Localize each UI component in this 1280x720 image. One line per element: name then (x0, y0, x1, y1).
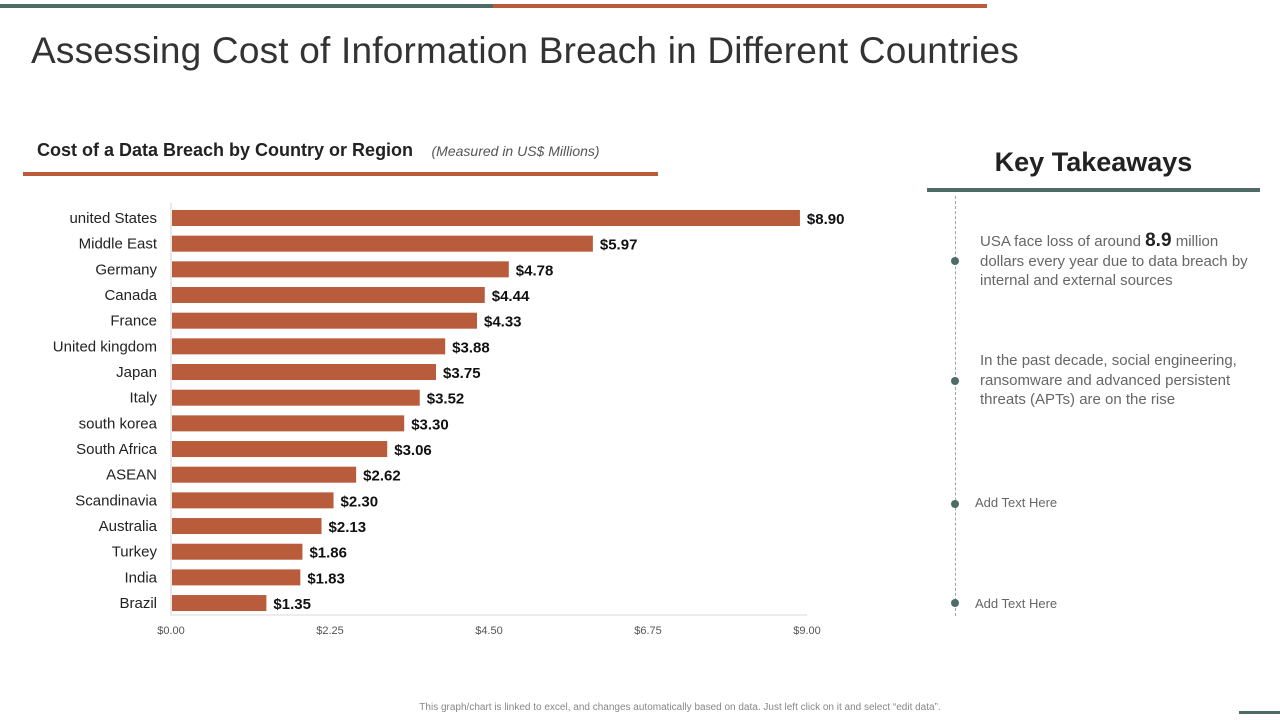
x-tick-label-1: $2.25 (316, 625, 344, 637)
chart-subtitle: (Measured in US$ Millions) (431, 143, 600, 159)
timeline-dot-2 (951, 377, 959, 385)
takeaway-4: Add Text Here (975, 596, 1058, 611)
value-label-france: $4.33 (484, 314, 522, 331)
category-label-germany: Germany (95, 261, 157, 278)
bar-india (172, 569, 301, 586)
value-label-japan: $3.75 (443, 365, 481, 382)
bar-france (172, 312, 477, 329)
timeline-line (955, 196, 956, 616)
value-label-germany: $4.78 (516, 262, 554, 279)
bar-united-kingdom (172, 338, 446, 355)
top-accent-bar-orange (493, 4, 987, 8)
bar-south-korea (172, 415, 405, 432)
value-label-united-kingdom: $3.88 (452, 339, 490, 356)
category-label-middle-east: Middle East (79, 236, 158, 253)
bar-australia (172, 518, 322, 535)
bar-chart: united States $8.90 Middle East $5.97 German… (53, 203, 845, 637)
chart-header: Cost of a Data Breach by Country or Regi… (37, 140, 662, 168)
value-label-india: $1.83 (307, 570, 345, 587)
timeline-dot-4 (951, 599, 959, 607)
value-label-south-korea: $3.30 (411, 416, 449, 433)
timeline-dot-1 (951, 257, 959, 265)
category-label-scandinavia: Scandinavia (75, 492, 157, 509)
x-tick-label-4: $9.00 (793, 625, 821, 637)
bar-brazil (172, 595, 267, 612)
category-label-france: France (110, 313, 157, 330)
bar-south-africa (172, 441, 388, 458)
value-label-united-states: $8.90 (807, 211, 845, 228)
category-label-australia: Australia (99, 518, 158, 535)
takeaway-1-prefix: USA face loss of around (980, 233, 1146, 250)
page-title: Assessing Cost of Information Breach in … (31, 30, 1019, 71)
timeline-dot-3 (951, 500, 959, 508)
category-label-india: India (124, 569, 157, 586)
footnote: This graph/chart is linked to excel, and… (419, 702, 941, 713)
category-label-asean: ASEAN (106, 467, 157, 484)
value-label-south-africa: $3.06 (394, 442, 432, 459)
bar-middle-east (172, 235, 593, 252)
x-tick-label-3: $6.75 (634, 625, 662, 637)
bar-asean (172, 466, 357, 483)
value-label-italy: $3.52 (427, 391, 465, 408)
value-label-australia: $2.13 (329, 519, 367, 536)
category-label-brazil: Brazil (119, 595, 157, 612)
bar-united-states (172, 210, 800, 226)
takeaway-2: In the past decade, social engineering, … (980, 352, 1237, 408)
bar-canada (172, 287, 485, 304)
value-label-middle-east: $5.97 (600, 237, 638, 254)
bottom-accent-bar (1239, 711, 1280, 714)
value-label-turkey: $1.86 (309, 545, 347, 562)
takeaway-3: Add Text Here (975, 495, 1058, 510)
category-label-italy: Italy (129, 390, 157, 407)
bar-japan (172, 364, 436, 381)
category-label-south-korea: south korea (79, 415, 158, 432)
takeaway-1-highlight: 8.9 (1145, 230, 1172, 251)
bar-italy (172, 389, 420, 406)
value-label-canada: $4.44 (492, 288, 530, 305)
category-label-canada: Canada (104, 287, 157, 304)
takeaway-1-suffix: million dollars every year due to data b… (980, 233, 1248, 289)
x-tick-label-0: $0.00 (157, 625, 185, 637)
x-tick-label-2: $4.50 (475, 625, 503, 637)
category-label-japan: Japan (116, 364, 157, 381)
takeaway-1: USA face loss of around 8.9 million doll… (980, 231, 1260, 291)
bar-germany (172, 261, 509, 278)
value-label-brazil: $1.35 (273, 596, 311, 613)
bar-scandinavia (172, 492, 334, 509)
value-label-scandinavia: $2.30 (341, 493, 379, 510)
category-label-united-states: united States (69, 210, 157, 227)
category-label-turkey: Turkey (112, 544, 158, 561)
value-label-asean: $2.62 (363, 468, 401, 485)
key-takeaways-underline (927, 188, 1260, 192)
key-takeaways-title: Key Takeaways (994, 147, 1193, 177)
top-accent-bar-dark (0, 4, 493, 8)
chart-title-underline (23, 172, 658, 176)
category-label-united-kingdom: United kingdom (53, 338, 157, 355)
chart-title: Cost of a Data Breach by Country or Regi… (37, 140, 414, 160)
bar-turkey (172, 543, 303, 560)
category-label-south-africa: South Africa (76, 441, 158, 458)
